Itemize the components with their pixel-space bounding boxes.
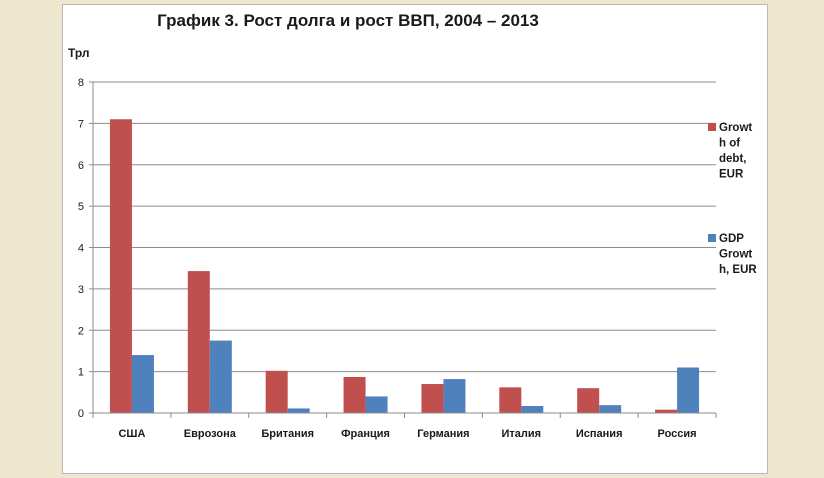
gridlines: [93, 81, 716, 373]
bar-debt: [343, 377, 366, 413]
bar-gdp: [521, 405, 544, 413]
legend-swatch: [708, 123, 716, 131]
legend-label: EUR: [719, 169, 744, 181]
x-tick-label: США: [118, 428, 145, 440]
x-tick-label: Россия: [658, 428, 697, 440]
x-tick-label: Германия: [417, 428, 469, 440]
x-tick-label: Еврозона: [184, 428, 237, 440]
x-axis: США Еврозона Британия Франция Германия Италия…: [92, 82, 717, 440]
legend-label: GDP: [719, 233, 744, 245]
bar-gdp: [365, 396, 388, 413]
y-tick-label: 2: [78, 325, 84, 337]
y-unit-label: Трл: [68, 46, 90, 60]
y-tick-label: 1: [78, 367, 84, 379]
legend-label: Growt: [719, 249, 752, 261]
y-tick-label: 5: [78, 201, 84, 213]
legend-label: h, EUR: [719, 264, 757, 276]
y-tick-label: 4: [78, 243, 84, 255]
bar-debt: [655, 409, 678, 413]
x-tick-label: Британия: [261, 428, 314, 440]
y-tick-label: 3: [78, 284, 84, 296]
legend-swatch: [708, 234, 716, 242]
bar-debt: [265, 370, 288, 413]
bar-gdp: [287, 408, 310, 413]
bar-gdp: [443, 379, 466, 413]
bars: [109, 119, 700, 414]
y-tick-label: 0: [78, 408, 84, 420]
bar-gdp: [677, 367, 700, 413]
bar-debt: [421, 384, 444, 413]
bar-gdp: [209, 340, 232, 413]
bar-debt: [109, 119, 132, 414]
x-tick-label: Италия: [502, 428, 542, 440]
bar-debt: [499, 387, 522, 413]
y-tick-labels: 0 1 2 3 4 5 6 7 8: [78, 77, 93, 420]
x-tick-label: Франция: [341, 428, 390, 440]
bar-gdp: [599, 405, 622, 413]
y-tick-label: 6: [78, 160, 84, 172]
legend-label: debt,: [719, 153, 746, 165]
y-tick-label: 8: [78, 77, 84, 89]
legend-label: h of: [719, 138, 740, 150]
bar-gdp: [131, 355, 154, 413]
legend: Growt h of debt, EUR GDP Growt h, EUR: [708, 122, 757, 276]
chart-title: График 3. Рост долга и рост ВВП, 2004 – …: [157, 11, 539, 30]
bar-debt: [577, 388, 600, 413]
bar-debt: [187, 271, 210, 413]
y-tick-label: 7: [78, 118, 84, 130]
legend-label: Growt: [719, 122, 752, 134]
x-tick-label: Испания: [576, 428, 623, 440]
